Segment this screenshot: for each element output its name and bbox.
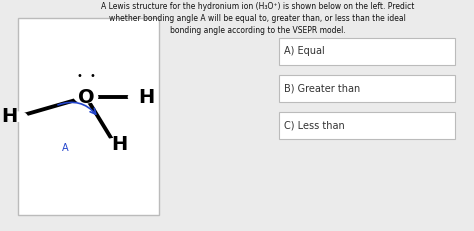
FancyBboxPatch shape — [18, 18, 159, 215]
Circle shape — [128, 92, 147, 102]
Circle shape — [74, 91, 98, 103]
FancyBboxPatch shape — [279, 112, 455, 139]
FancyBboxPatch shape — [279, 75, 455, 102]
Text: H: H — [1, 107, 18, 126]
Text: B) Greater than: B) Greater than — [284, 83, 361, 93]
Text: O: O — [78, 88, 94, 106]
Text: •: • — [77, 71, 83, 81]
Text: A: A — [62, 143, 68, 153]
Text: A) Equal: A) Equal — [284, 46, 325, 56]
Text: H: H — [111, 135, 127, 154]
Text: C) Less than: C) Less than — [284, 120, 345, 130]
Text: •: • — [89, 71, 95, 81]
Text: A Lewis structure for the hydronium ion (H₃O⁺) is shown below on the left. Predi: A Lewis structure for the hydronium ion … — [101, 2, 414, 35]
Text: H: H — [138, 88, 155, 106]
FancyBboxPatch shape — [279, 38, 455, 65]
Circle shape — [9, 112, 27, 121]
Circle shape — [105, 139, 124, 148]
